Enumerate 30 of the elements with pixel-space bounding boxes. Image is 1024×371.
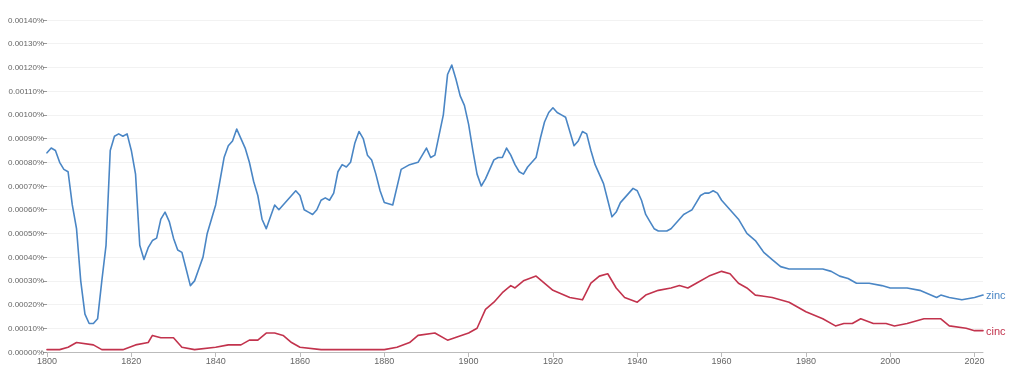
- x-tick-label: 2020: [964, 355, 985, 366]
- x-tick-label: 1960: [711, 355, 732, 366]
- y-tick-label: 0.00120%: [7, 62, 44, 72]
- y-tick-label: 0.00140%: [7, 15, 44, 25]
- y-tick-label: 0.00070%: [7, 181, 44, 191]
- line-series: [46, 64, 984, 325]
- y-tick-label: 0.00010%: [7, 323, 44, 333]
- x-tick-label: 1920: [542, 355, 563, 366]
- x-tick-label: 1840: [205, 355, 226, 366]
- y-tick-label: 0.00000%: [7, 347, 44, 357]
- y-tick-label: 0.00090%: [7, 134, 44, 144]
- y-tick-label: 0.00130%: [7, 39, 44, 49]
- y-tick-label: 0.00020%: [7, 300, 44, 310]
- y-tick-label: 0.00050%: [7, 228, 44, 238]
- y-tick-label: 0.00040%: [7, 252, 44, 262]
- series-label: cinc: [986, 324, 1007, 337]
- y-tick-label: 0.00030%: [7, 276, 44, 286]
- x-tick-label: 2000: [880, 355, 901, 366]
- x-tick-label: 1860: [289, 355, 310, 366]
- x-tick-label: 1900: [458, 355, 479, 366]
- x-tick-label: 1820: [121, 355, 142, 366]
- y-tick-label: 0.00100%: [7, 110, 44, 120]
- x-tick-label: 1800: [36, 355, 58, 366]
- y-tick-label: 0.00080%: [7, 157, 44, 167]
- x-tick-label: 1880: [374, 355, 395, 366]
- y-tick-label: 0.00060%: [7, 205, 44, 215]
- x-tick-label: 1980: [795, 355, 816, 366]
- series-label: zinc: [986, 289, 1007, 302]
- y-tick-label: 0.00110%: [8, 86, 44, 96]
- x-tick-label: 1940: [627, 355, 648, 366]
